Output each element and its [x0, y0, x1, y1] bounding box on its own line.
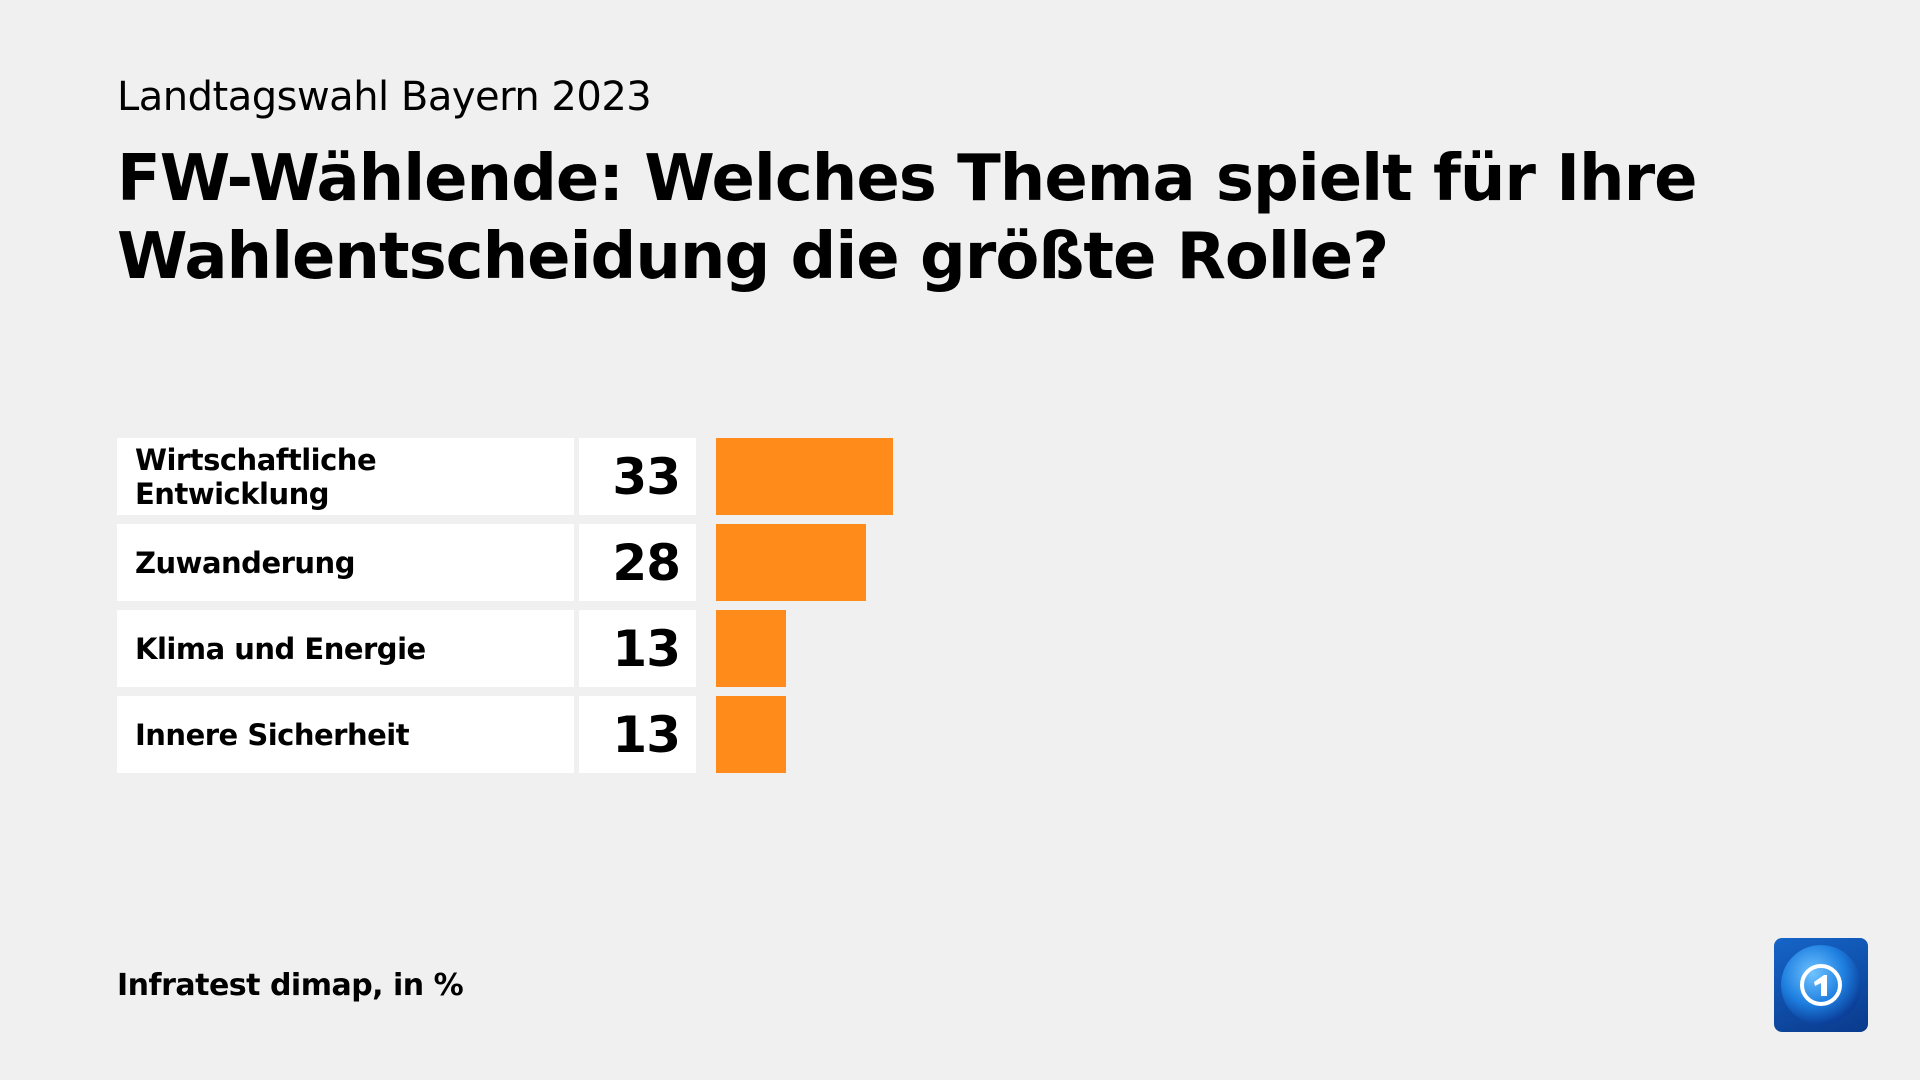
value-label: 13	[579, 696, 696, 773]
chart-title: FW-Wählende: Welches Thema spielt für Ih…	[117, 142, 1698, 294]
bar	[716, 696, 786, 773]
bar	[716, 524, 867, 601]
category-label: Wirtschaftliche Entwicklung	[117, 438, 574, 515]
chart-subtitle: Landtagswahl Bayern 2023	[117, 74, 652, 120]
source-note: Infratest dimap, in %	[117, 968, 464, 1003]
value-label: 13	[579, 610, 696, 687]
bar	[716, 610, 786, 687]
bar	[716, 438, 894, 515]
value-label: 33	[579, 438, 696, 515]
tagesschau-logo-icon	[1774, 938, 1868, 1032]
value-label: 28	[579, 524, 696, 601]
category-label: Zuwanderung	[117, 524, 574, 601]
category-label: Klima und Energie	[117, 610, 574, 687]
category-label: Innere Sicherheit	[117, 696, 574, 773]
